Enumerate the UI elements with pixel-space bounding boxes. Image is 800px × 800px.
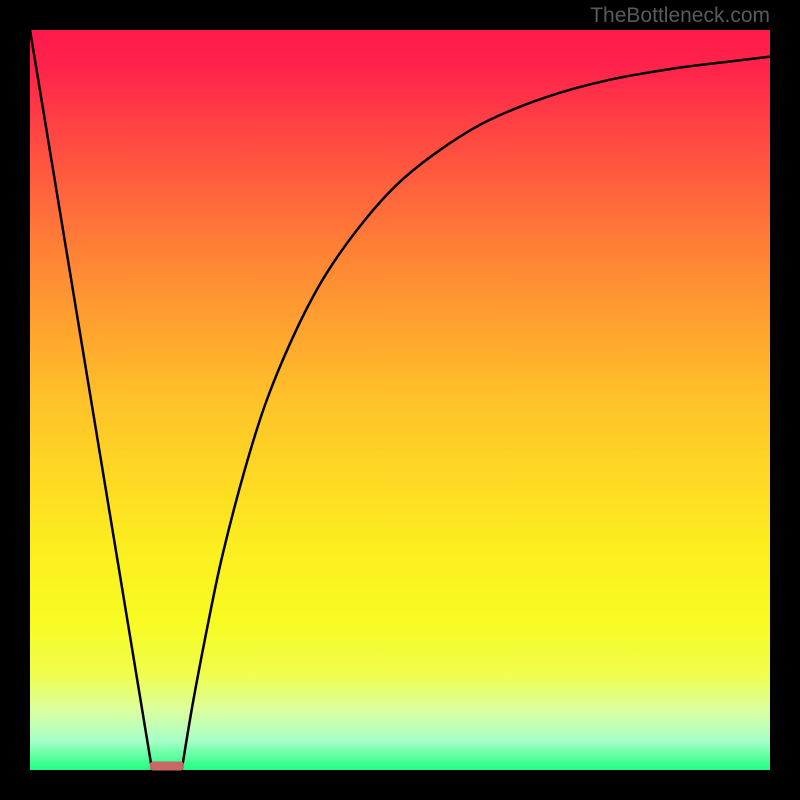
chart-svg: TheBottleneck.com: [0, 0, 800, 800]
watermark-text: TheBottleneck.com: [590, 4, 770, 27]
optimal-zone-marker: [150, 762, 183, 770]
bottleneck-chart: TheBottleneck.com: [0, 0, 800, 800]
plot-background: [30, 30, 770, 770]
